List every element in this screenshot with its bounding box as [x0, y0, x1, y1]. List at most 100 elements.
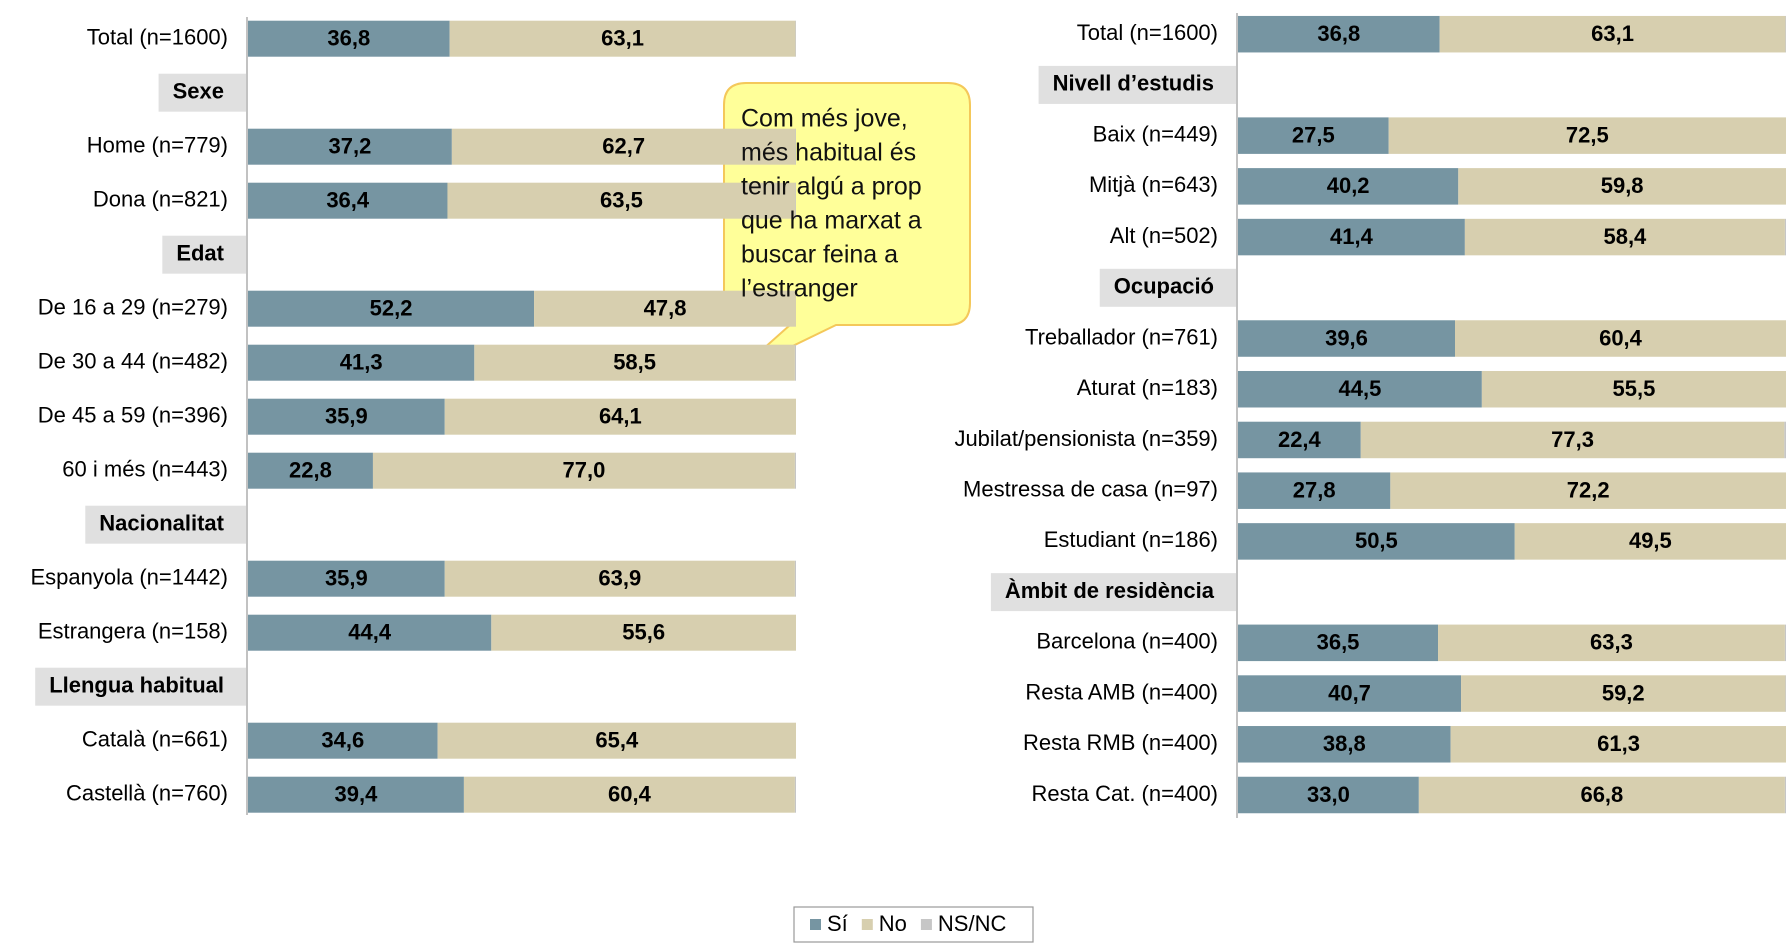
legend-label: No: [879, 911, 907, 936]
data-label: 41,4: [1330, 224, 1374, 249]
bar-segment: [444, 560, 795, 597]
data-label: 72,2: [1567, 477, 1610, 502]
y-tick-label: Aturat (n=183): [1077, 375, 1218, 400]
bar-segment: [1238, 421, 1361, 459]
y-tick-label: Barcelona (n=400): [1036, 629, 1218, 654]
bar-segment: [248, 614, 492, 651]
bar-segment: [463, 776, 795, 813]
annotation: l’estranger: [741, 275, 858, 303]
bar-segment: [1238, 370, 1482, 408]
y-tick-label: Total (n=1600): [1077, 20, 1218, 45]
data-label: 49,5: [1629, 528, 1672, 553]
y-tick-label: Jubilat/pensionista (n=359): [954, 426, 1218, 451]
data-label: 66,8: [1580, 782, 1623, 807]
bar-segment: [1784, 776, 1786, 814]
data-label: 39,4: [335, 782, 379, 807]
annotation: que ha marxat a: [741, 207, 922, 235]
data-label: 50,5: [1355, 528, 1398, 553]
bar-segment: [1238, 472, 1391, 509]
bar-segment: [449, 20, 796, 57]
data-label: 39,6: [1325, 325, 1368, 350]
y-tick-label: Home (n=779): [87, 133, 228, 158]
data-label: 37,2: [329, 134, 372, 159]
y-tick-label: Resta AMB (n=400): [1025, 679, 1218, 704]
section-header-bg: [1038, 65, 1236, 104]
data-label: 44,5: [1339, 376, 1382, 401]
data-label: 77,3: [1551, 427, 1594, 452]
annotation: tenir algú a prop: [741, 173, 922, 201]
bar-segment: [437, 722, 796, 759]
bar-segment: [451, 128, 796, 165]
y-tick-label: Estudiant (n=186): [1044, 527, 1218, 552]
y-tick-label: Total (n=1600): [87, 25, 228, 50]
legend-label: Sí: [827, 911, 848, 936]
y-tick-label: Treballador (n=761): [1025, 324, 1218, 349]
y-tick-label: Baix (n=449): [1093, 121, 1218, 146]
data-label: 60,4: [608, 782, 652, 807]
data-label: 27,8: [1293, 477, 1336, 502]
bar-segment: [795, 128, 796, 165]
bar-segment: [1458, 168, 1786, 205]
bar-segment: [1238, 15, 1440, 53]
section-header: Àmbit de residència: [1005, 578, 1215, 603]
y-tick-label: Mestressa de casa (n=97): [963, 476, 1218, 501]
data-label: 60,4: [1599, 325, 1643, 350]
legend-swatch: [920, 919, 932, 930]
bar-segment: [248, 344, 475, 381]
data-label: 61,3: [1597, 731, 1640, 756]
bar-segment: [1481, 370, 1786, 408]
bar-segment: [794, 344, 796, 381]
bar-segment: [1238, 117, 1389, 154]
section-header-bg: [1099, 268, 1236, 307]
legend-swatch: [861, 919, 873, 930]
y-tick-label: Alt (n=502): [1110, 223, 1218, 248]
y-tick-label: De 16 a 29 (n=279): [38, 295, 228, 320]
data-label: 47,8: [644, 296, 687, 321]
bar-segment: [444, 398, 796, 435]
data-label: 59,8: [1601, 173, 1644, 198]
bar-segment: [1784, 421, 1786, 459]
bar-segment: [795, 20, 796, 57]
section-header: Sexe: [173, 79, 224, 104]
bar-segment: [1784, 218, 1786, 256]
bar-segment: [248, 128, 452, 165]
data-label: 62,7: [602, 134, 645, 159]
bar-segment: [248, 290, 535, 327]
bar-segment: [372, 452, 795, 489]
y-tick-label: Estrangera (n=158): [38, 619, 228, 644]
bar-segment: [1238, 624, 1439, 662]
bar-segment: [794, 452, 796, 489]
y-tick-label: Resta RMB (n=400): [1023, 730, 1218, 755]
annotation: Com més jove,: [741, 105, 908, 133]
data-label: 64,1: [599, 404, 642, 429]
bar-segment: [1461, 675, 1786, 712]
data-label: 44,4: [348, 620, 392, 645]
bar-segment: [474, 344, 795, 381]
y-tick-label: 60 i més (n=443): [62, 457, 228, 482]
data-label: 63,9: [598, 566, 641, 591]
data-label: 59,2: [1602, 680, 1645, 705]
bar-segment: [1464, 218, 1785, 256]
data-label: 63,3: [1590, 630, 1633, 655]
section-header: Llengua habitual: [49, 673, 224, 698]
section-header-bg: [35, 667, 246, 706]
bar-segment: [447, 182, 796, 219]
bar-segment: [794, 776, 796, 813]
section-header-bg: [158, 73, 246, 112]
section-header: Ocupació: [1114, 274, 1214, 299]
bar-segment: [248, 722, 438, 759]
y-tick-label: De 30 a 44 (n=482): [38, 349, 228, 374]
data-label: 36,8: [327, 26, 370, 51]
bar-segment: [794, 560, 796, 597]
y-tick-label: Espanyola (n=1442): [30, 565, 228, 590]
data-label: 63,1: [601, 26, 644, 51]
data-label: 58,4: [1603, 224, 1647, 249]
bar-segment: [1238, 726, 1451, 763]
bar-segment: [1388, 117, 1786, 154]
bar-segment: [1450, 726, 1786, 763]
data-label: 34,6: [321, 728, 364, 753]
data-label: 38,8: [1323, 731, 1366, 756]
bar-segment: [1418, 776, 1785, 814]
annotation: més habitual és: [741, 139, 916, 167]
